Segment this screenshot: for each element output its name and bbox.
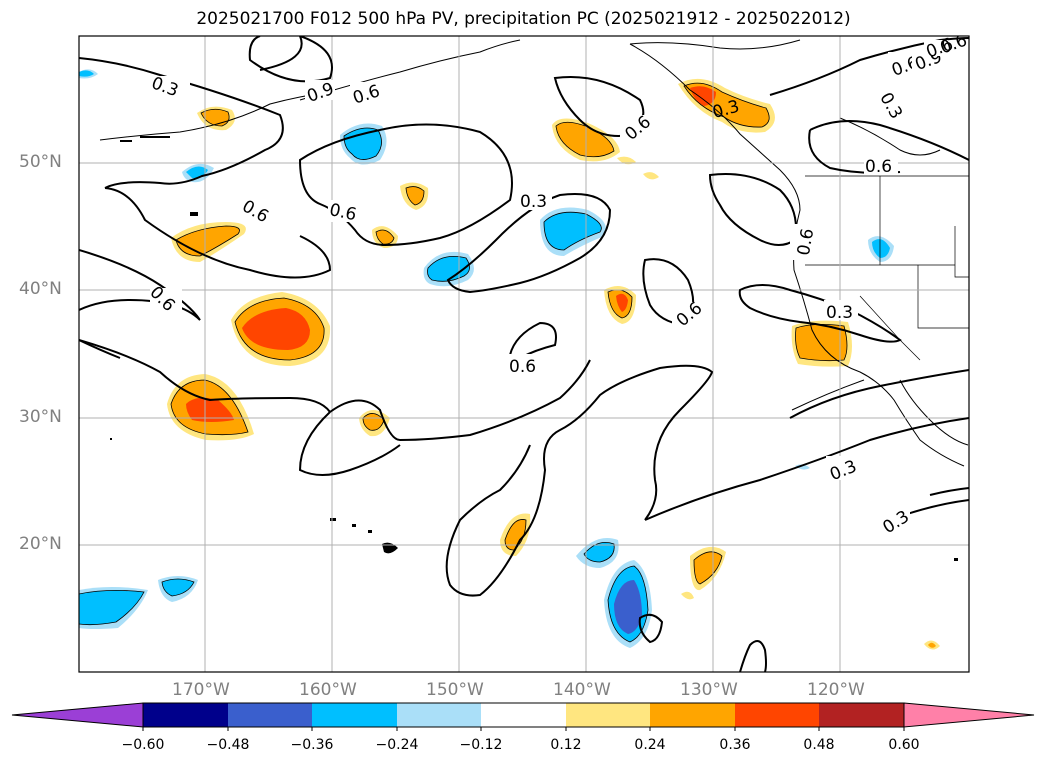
colorbar-tick-label: −0.48: [206, 737, 250, 753]
colorbar-tick-label: 0.60: [888, 737, 920, 753]
colorbar-tick-label: 0.48: [803, 737, 835, 753]
colorbar: [11, 702, 1035, 731]
lon-label-150w: 150°W: [426, 680, 484, 700]
lat-label-30n: 30°N: [19, 407, 62, 427]
lat-label-50n: 50°N: [19, 152, 62, 172]
colorbar-max-extend: [903, 702, 1035, 728]
contour-label: 0.6: [509, 357, 536, 377]
lat-label-20n: 20°N: [19, 534, 62, 554]
colorbar-tick-label: 0.24: [634, 737, 666, 753]
precip-outline-contours: [79, 82, 848, 643]
lat-label-40n: 40°N: [19, 279, 62, 299]
map-area: 0.3 0.6 0.6 0.9 0.3 0.6 0.6 0.6 0.6 0.6 …: [79, 30, 970, 672]
contour-label: 0.6: [865, 157, 892, 177]
colorbar-tick-label: 0.12: [550, 737, 582, 753]
colorbar-tick-label: −0.24: [375, 737, 419, 753]
pv-contours: [79, 36, 969, 672]
contour-labels: 0.3 0.6 0.6 0.9 0.3 0.6 0.6 0.6 0.6 0.6 …: [145, 30, 970, 538]
lon-label-140w: 140°W: [553, 680, 611, 700]
coastlines: [99, 39, 969, 467]
contour-label: 0.6: [938, 30, 970, 58]
lon-label-130w: 130°W: [680, 680, 738, 700]
colorbar-tick-label: 0.36: [719, 737, 751, 753]
contour-label: 0.3: [826, 303, 853, 323]
colorbar-tick-label: −0.60: [121, 737, 165, 753]
colorbar-tick-label: −0.12: [459, 737, 503, 753]
lon-label-170w: 170°W: [172, 680, 230, 700]
map-title: 2025021700 F012 500 hPa PV, precipitatio…: [196, 9, 851, 29]
contour-label: 0.6: [794, 227, 818, 257]
colorbar-tick-label: −0.36: [290, 737, 334, 753]
map-frame: [78, 35, 970, 673]
precip-negative-areas: [79, 69, 894, 648]
colorbar-min-extend: [11, 702, 144, 728]
lon-label-160w: 160°W: [299, 680, 357, 700]
lon-label-120w: 120°W: [807, 680, 865, 700]
contour-label: 0.3: [520, 192, 547, 212]
